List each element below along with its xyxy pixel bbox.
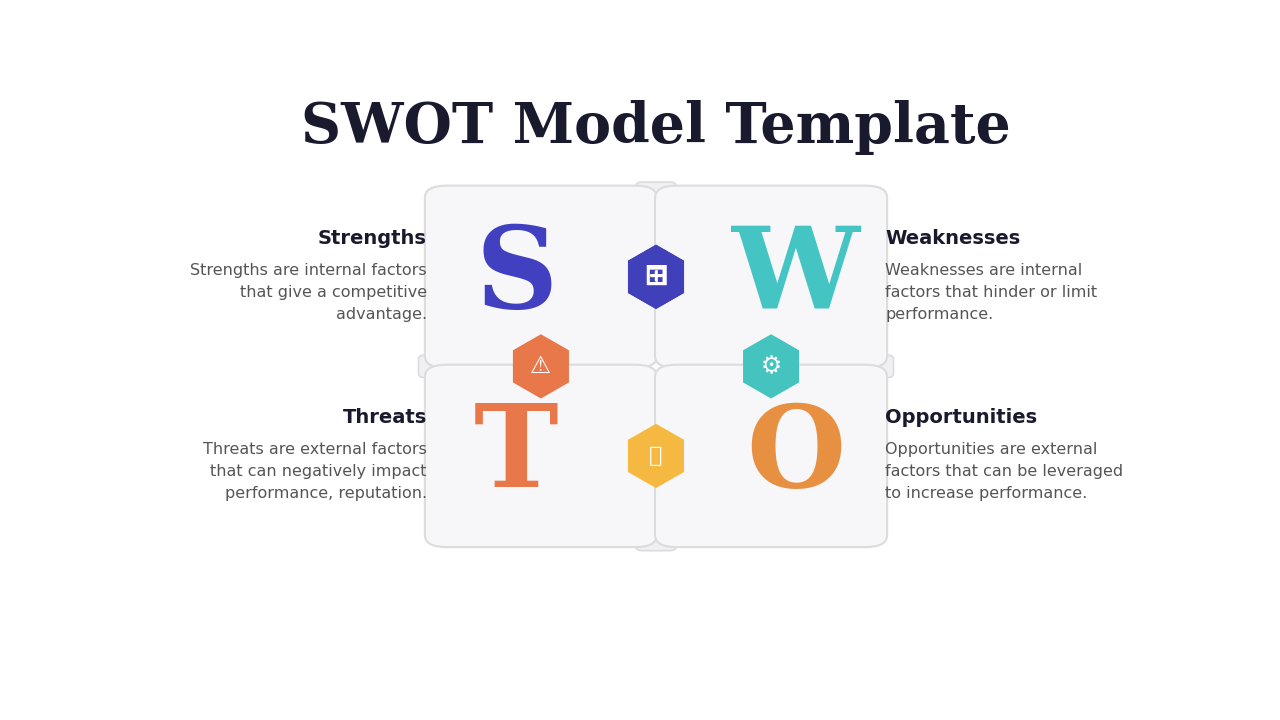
Polygon shape xyxy=(628,424,684,488)
Text: S: S xyxy=(475,221,557,333)
Text: Opportunities are external
factors that can be leveraged
to increase performance: Opportunities are external factors that … xyxy=(886,442,1124,501)
Polygon shape xyxy=(628,245,684,309)
Text: 💡: 💡 xyxy=(649,446,663,466)
FancyBboxPatch shape xyxy=(636,531,676,551)
Text: Opportunities: Opportunities xyxy=(886,408,1037,426)
Text: O: O xyxy=(746,400,845,511)
Polygon shape xyxy=(744,334,799,399)
Text: Strengths are internal factors
that give a competitive
advantage.: Strengths are internal factors that give… xyxy=(191,263,426,323)
Text: SWOT Model Template: SWOT Model Template xyxy=(301,101,1011,156)
FancyBboxPatch shape xyxy=(859,355,893,377)
FancyBboxPatch shape xyxy=(425,365,657,547)
Polygon shape xyxy=(628,245,684,309)
FancyBboxPatch shape xyxy=(636,182,676,201)
FancyBboxPatch shape xyxy=(419,355,453,377)
Text: ⚙: ⚙ xyxy=(760,354,782,379)
Text: ⊞: ⊞ xyxy=(645,264,667,290)
Text: T: T xyxy=(474,400,558,511)
Text: Weaknesses: Weaknesses xyxy=(886,228,1020,248)
Text: Threats are external factors
that can negatively impact
performance, reputation.: Threats are external factors that can ne… xyxy=(204,442,426,501)
Text: Weaknesses are internal
factors that hinder or limit
performance.: Weaknesses are internal factors that hin… xyxy=(886,263,1097,323)
FancyBboxPatch shape xyxy=(655,365,887,547)
FancyBboxPatch shape xyxy=(655,186,887,368)
Text: ⊟: ⊟ xyxy=(644,262,668,292)
Text: W: W xyxy=(732,221,860,333)
Text: Strengths: Strengths xyxy=(317,228,426,248)
Text: ⚠: ⚠ xyxy=(530,354,552,379)
Polygon shape xyxy=(513,334,568,399)
Text: Threats: Threats xyxy=(343,408,426,426)
Text: ⊞: ⊞ xyxy=(644,263,668,291)
FancyBboxPatch shape xyxy=(425,186,657,368)
